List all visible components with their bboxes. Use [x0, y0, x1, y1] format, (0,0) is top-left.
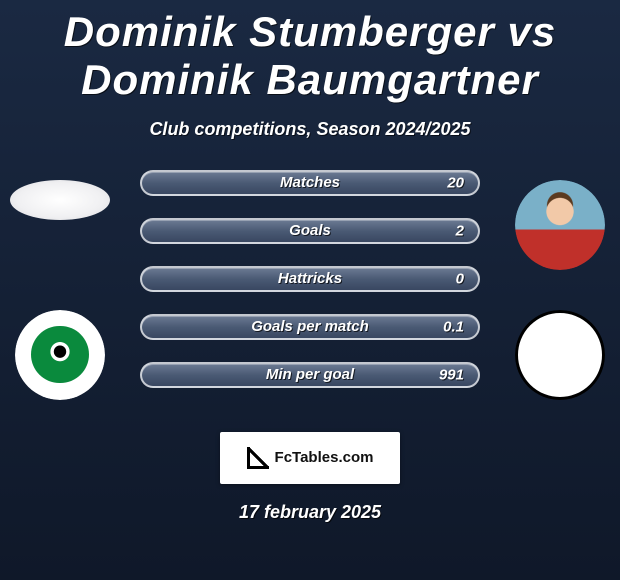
club-logo-stripes	[522, 317, 598, 355]
stat-bar-matches: Matches 20	[140, 170, 480, 196]
left-column	[0, 170, 120, 410]
stat-bar-hattricks: Hattricks 0	[140, 266, 480, 292]
bar-chart-rising-icon	[247, 447, 269, 469]
stat-value: 991	[439, 366, 464, 383]
right-column	[500, 170, 620, 410]
stat-value: 20	[447, 174, 464, 191]
player-a-avatar	[10, 180, 110, 220]
club-logo-inner	[31, 326, 89, 384]
stat-bar-min-per-goal: Min per goal 991	[140, 362, 480, 388]
player-b-avatar	[515, 180, 605, 270]
player-photo-icon	[515, 180, 605, 270]
comparison-panel: Matches 20 Goals 2 Hattricks 0 Goals per…	[0, 170, 620, 410]
stat-label: Goals	[289, 222, 331, 239]
title-player-a: Dominik Stumberger	[64, 8, 495, 55]
stat-value: 2	[456, 222, 464, 239]
stat-label: Min per goal	[266, 366, 354, 383]
brand-badge: FcTables.com	[220, 432, 400, 484]
title-player-b: Dominik Baumgartner	[81, 56, 539, 103]
player-a-club-logo	[15, 310, 105, 400]
stat-bar-goals-per-match: Goals per match 0.1	[140, 314, 480, 340]
stat-value: 0.1	[443, 318, 464, 335]
title-vs: vs	[508, 8, 557, 55]
stat-value: 0	[456, 270, 464, 287]
subtitle: Club competitions, Season 2024/2025	[0, 119, 620, 140]
player-b-club-logo	[515, 310, 605, 400]
stat-label: Hattricks	[278, 270, 342, 287]
page-title: Dominik Stumberger vs Dominik Baumgartne…	[0, 0, 620, 105]
footer-date: 17 february 2025	[0, 502, 620, 523]
stat-label: Goals per match	[251, 318, 369, 335]
stat-bars: Matches 20 Goals 2 Hattricks 0 Goals per…	[140, 170, 480, 388]
stat-bar-goals: Goals 2	[140, 218, 480, 244]
stat-label: Matches	[280, 174, 340, 191]
brand-text: FcTables.com	[275, 449, 374, 466]
